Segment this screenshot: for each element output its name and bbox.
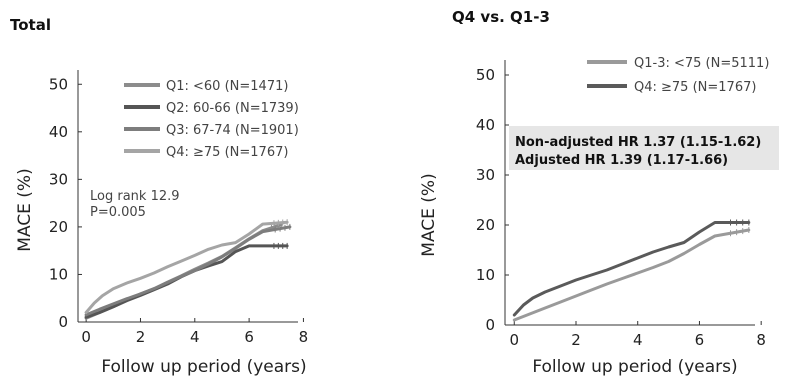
chart-2-x-tick-label: 2 bbox=[571, 331, 581, 349]
chart-1-title: Total bbox=[10, 16, 51, 34]
chart-2-series-1-line bbox=[512, 228, 751, 322]
chart-1-x-tick-label: 6 bbox=[244, 328, 254, 346]
chart-1-x-tick-label: 4 bbox=[190, 328, 200, 346]
chart-1-x-axis-label: Follow up period (years) bbox=[101, 357, 306, 377]
chart-2-y-tick-label: 10 bbox=[476, 266, 495, 284]
chart-2-x-tick-label: 0 bbox=[509, 331, 519, 349]
chart-1-legend-label-1: Q1: <60 (N=1471) bbox=[166, 79, 288, 94]
chart-2-annotation-line-1: Non-adjusted HR 1.37 (1.15-1.62) bbox=[515, 135, 761, 150]
chart-1-legend-label-4: Q4: ≥75 (N=1767) bbox=[166, 145, 288, 160]
chart-2-y-tick-label: 50 bbox=[476, 66, 495, 84]
chart-1-y-tick-label: 10 bbox=[49, 265, 68, 283]
chart-2-y-axis-label: MACE (%) bbox=[419, 173, 439, 256]
chart-1-y-tick-label: 30 bbox=[49, 170, 68, 188]
chart-2-legend-label-2: Q4: ≥75 (N=1767) bbox=[634, 80, 756, 95]
chart-1-series-3-line bbox=[84, 225, 292, 317]
chart-2-annotation-box bbox=[509, 126, 779, 170]
chart-2-y-tick-label: 30 bbox=[476, 166, 495, 184]
chart-1-annotation-line-1: Log rank 12.9 bbox=[90, 189, 180, 204]
chart-1-y-axis-label: MACE (%) bbox=[15, 168, 35, 251]
chart-1-annotation-line-2: P=0.005 bbox=[90, 205, 146, 220]
chart-1-x-tick-label: 8 bbox=[299, 328, 309, 346]
chart-2-x-axis-label: Follow up period (years) bbox=[532, 357, 737, 377]
chart-1-x-tick-label: 2 bbox=[136, 328, 146, 346]
chart-2-title: Q4 vs. Q1-3 bbox=[452, 8, 550, 26]
chart-1-x-tick-label: 0 bbox=[81, 328, 91, 346]
chart-2-x-tick-label: 4 bbox=[633, 331, 643, 349]
chart-2-legend-label-1: Q1-3: <75 (N=5111) bbox=[634, 56, 769, 71]
chart-2-x-tick-label: 6 bbox=[695, 331, 705, 349]
chart-2-annotation-line-2: Adjusted HR 1.39 (1.17-1.66) bbox=[515, 153, 728, 168]
chart-1-y-tick-label: 0 bbox=[58, 313, 68, 331]
chart-2-series-2-line bbox=[512, 221, 751, 317]
chart-2-x-tick-label: 8 bbox=[756, 331, 766, 349]
chart-2-y-tick-label: 20 bbox=[476, 216, 495, 234]
chart-1-legend-label-3: Q3: 67-74 (N=1901) bbox=[166, 123, 299, 138]
chart-1-series-4-line bbox=[84, 220, 289, 314]
chart-2-y-tick-label: 0 bbox=[485, 316, 495, 334]
chart-1-y-tick-label: 20 bbox=[49, 218, 68, 236]
chart-1-legend-label-2: Q2: 60-66 (N=1739) bbox=[166, 101, 299, 116]
chart-1-y-tick-label: 50 bbox=[49, 75, 68, 93]
chart-1-series-2-line bbox=[84, 244, 289, 319]
chart-1-y-tick-label: 40 bbox=[49, 123, 68, 141]
chart-2-y-tick-label: 40 bbox=[476, 116, 495, 134]
